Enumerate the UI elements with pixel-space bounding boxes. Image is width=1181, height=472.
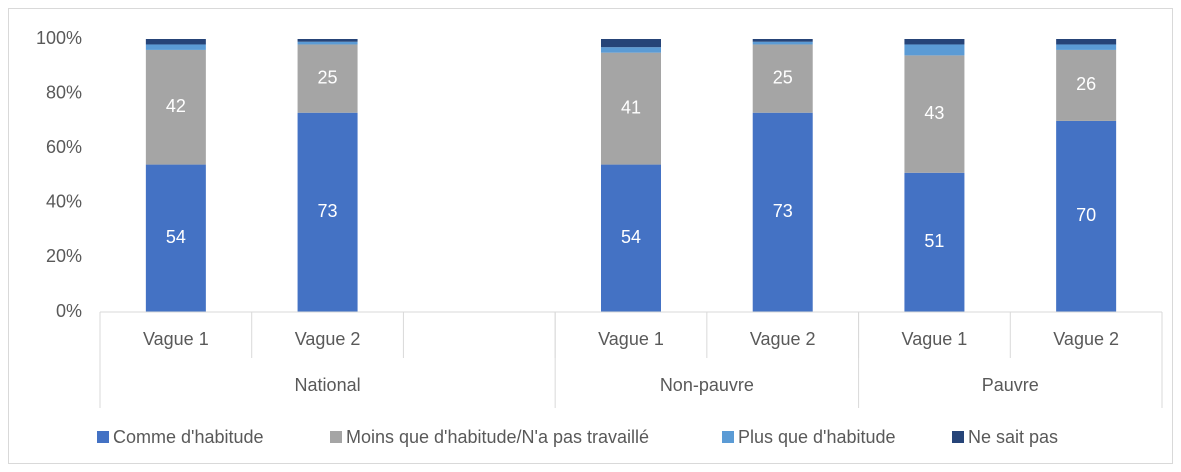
data-label: 26 bbox=[1076, 74, 1096, 94]
group-label: National bbox=[295, 375, 361, 395]
x-tick-label: Vague 1 bbox=[598, 329, 664, 349]
bar-segment bbox=[297, 44, 358, 113]
data-label: 51 bbox=[924, 231, 944, 251]
bar-segment bbox=[297, 41, 358, 45]
legend-swatch bbox=[330, 431, 342, 443]
bar-segment bbox=[145, 39, 206, 45]
bar-segment bbox=[752, 44, 813, 113]
x-tick-label: Vague 2 bbox=[295, 329, 361, 349]
bar-segment bbox=[904, 55, 965, 173]
x-tick-label: Vague 1 bbox=[143, 329, 209, 349]
bar-segment bbox=[904, 172, 965, 312]
data-label: 54 bbox=[621, 227, 641, 247]
bar-segment bbox=[145, 164, 206, 312]
bar-segment bbox=[601, 52, 661, 165]
legend-swatch bbox=[97, 431, 109, 443]
data-label: 73 bbox=[773, 201, 793, 221]
y-tick-label: 60% bbox=[46, 137, 82, 157]
x-tick-label: Vague 1 bbox=[902, 329, 968, 349]
bar-segment bbox=[1056, 44, 1117, 50]
bar-segment bbox=[752, 41, 813, 45]
legend-label: Plus que d'habitude bbox=[738, 427, 896, 447]
legend-swatch bbox=[952, 431, 964, 443]
bar-segment bbox=[752, 39, 813, 42]
bar-segment bbox=[904, 39, 965, 45]
bar-segment bbox=[601, 47, 661, 53]
y-tick-label: 80% bbox=[46, 82, 82, 102]
bar-segment bbox=[297, 112, 358, 313]
data-label: 54 bbox=[166, 227, 186, 247]
bar-segment bbox=[145, 44, 206, 50]
legend-label: Ne sait pas bbox=[968, 427, 1058, 447]
y-tick-label: 100% bbox=[36, 28, 82, 48]
data-label: 70 bbox=[1076, 205, 1096, 225]
bar-segment bbox=[297, 39, 358, 42]
bar-segment bbox=[904, 44, 965, 56]
x-tick-label: Vague 2 bbox=[750, 329, 816, 349]
bar-segment bbox=[752, 112, 813, 313]
y-tick-label: 0% bbox=[56, 301, 82, 321]
legend-label: Moins que d'habitude/N'a pas travaillé bbox=[346, 427, 649, 447]
group-label: Pauvre bbox=[982, 375, 1039, 395]
bar-segment bbox=[145, 49, 206, 165]
data-label: 43 bbox=[924, 103, 944, 123]
y-tick-label: 20% bbox=[46, 246, 82, 266]
group-label: Non-pauvre bbox=[660, 375, 754, 395]
bar-segment bbox=[601, 164, 661, 312]
data-label: 41 bbox=[621, 97, 641, 117]
y-tick-label: 40% bbox=[46, 192, 82, 212]
data-label: 25 bbox=[773, 67, 793, 87]
data-label: 42 bbox=[166, 96, 186, 116]
data-label: 25 bbox=[318, 67, 338, 87]
bar-segment bbox=[1056, 120, 1117, 313]
legend-label: Comme d'habitude bbox=[113, 427, 264, 447]
bar-segment bbox=[601, 39, 661, 48]
x-tick-label: Vague 2 bbox=[1053, 329, 1119, 349]
bar-segment bbox=[1056, 49, 1117, 121]
legend-swatch bbox=[722, 431, 734, 443]
data-label: 73 bbox=[318, 201, 338, 221]
bar-segment bbox=[1056, 39, 1117, 45]
